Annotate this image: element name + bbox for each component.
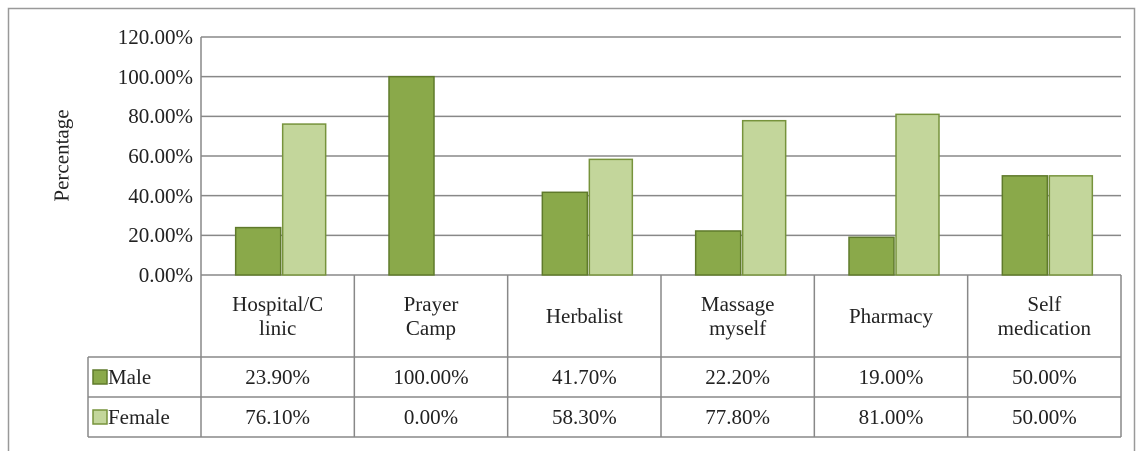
table-value: 50.00%: [1011, 365, 1077, 389]
y-tick-label: 120.00%: [117, 25, 193, 49]
legend-label: Male: [108, 365, 152, 389]
bar: [588, 158, 634, 276]
y-tick-label: 0.00%: [138, 263, 193, 287]
bar: [741, 119, 787, 276]
y-tick-label: 80.00%: [128, 104, 193, 129]
y-tick-label: 100.00%: [117, 64, 193, 89]
y-tick-label: 20.00%: [128, 223, 193, 248]
bar: [388, 75, 435, 276]
bar: [694, 230, 742, 276]
table-value: 76.10%: [245, 405, 311, 429]
category-label: Massage myself: [700, 292, 775, 340]
category-label: Herbalist: [545, 304, 623, 328]
bar: [848, 236, 895, 276]
legend-key: [92, 369, 108, 385]
bar: [1048, 175, 1094, 276]
table-value: 58.30%: [551, 405, 617, 429]
category-label: Prayer Camp: [403, 292, 459, 340]
bar: [234, 226, 282, 276]
y-tick-label: 40.00%: [128, 183, 193, 208]
bar: [541, 191, 589, 276]
y-axis-label: Percentage: [49, 109, 74, 202]
table-value: 81.00%: [858, 405, 924, 429]
bar: [1001, 175, 1049, 276]
bar: [895, 113, 940, 276]
y-tick-label: 60.00%: [128, 144, 193, 168]
table-value: 0.00%: [403, 405, 459, 429]
category-label: Pharmacy: [849, 304, 933, 328]
legend-label: Female: [108, 405, 170, 429]
table-value: 23.90%: [245, 365, 311, 389]
table-value: 100.00%: [393, 365, 469, 389]
table-value: 77.80%: [705, 405, 771, 429]
table-value: 41.70%: [551, 365, 617, 389]
table-value: 50.00%: [1011, 405, 1077, 429]
legend-key: [92, 409, 108, 425]
category-label: Hospital/C linic: [232, 292, 324, 340]
outer-border: [7, 7, 1136, 451]
bar: [281, 123, 327, 276]
table-value: 19.00%: [858, 365, 924, 389]
table-value: 22.20%: [705, 365, 771, 389]
category-label: Self medication: [997, 292, 1091, 340]
